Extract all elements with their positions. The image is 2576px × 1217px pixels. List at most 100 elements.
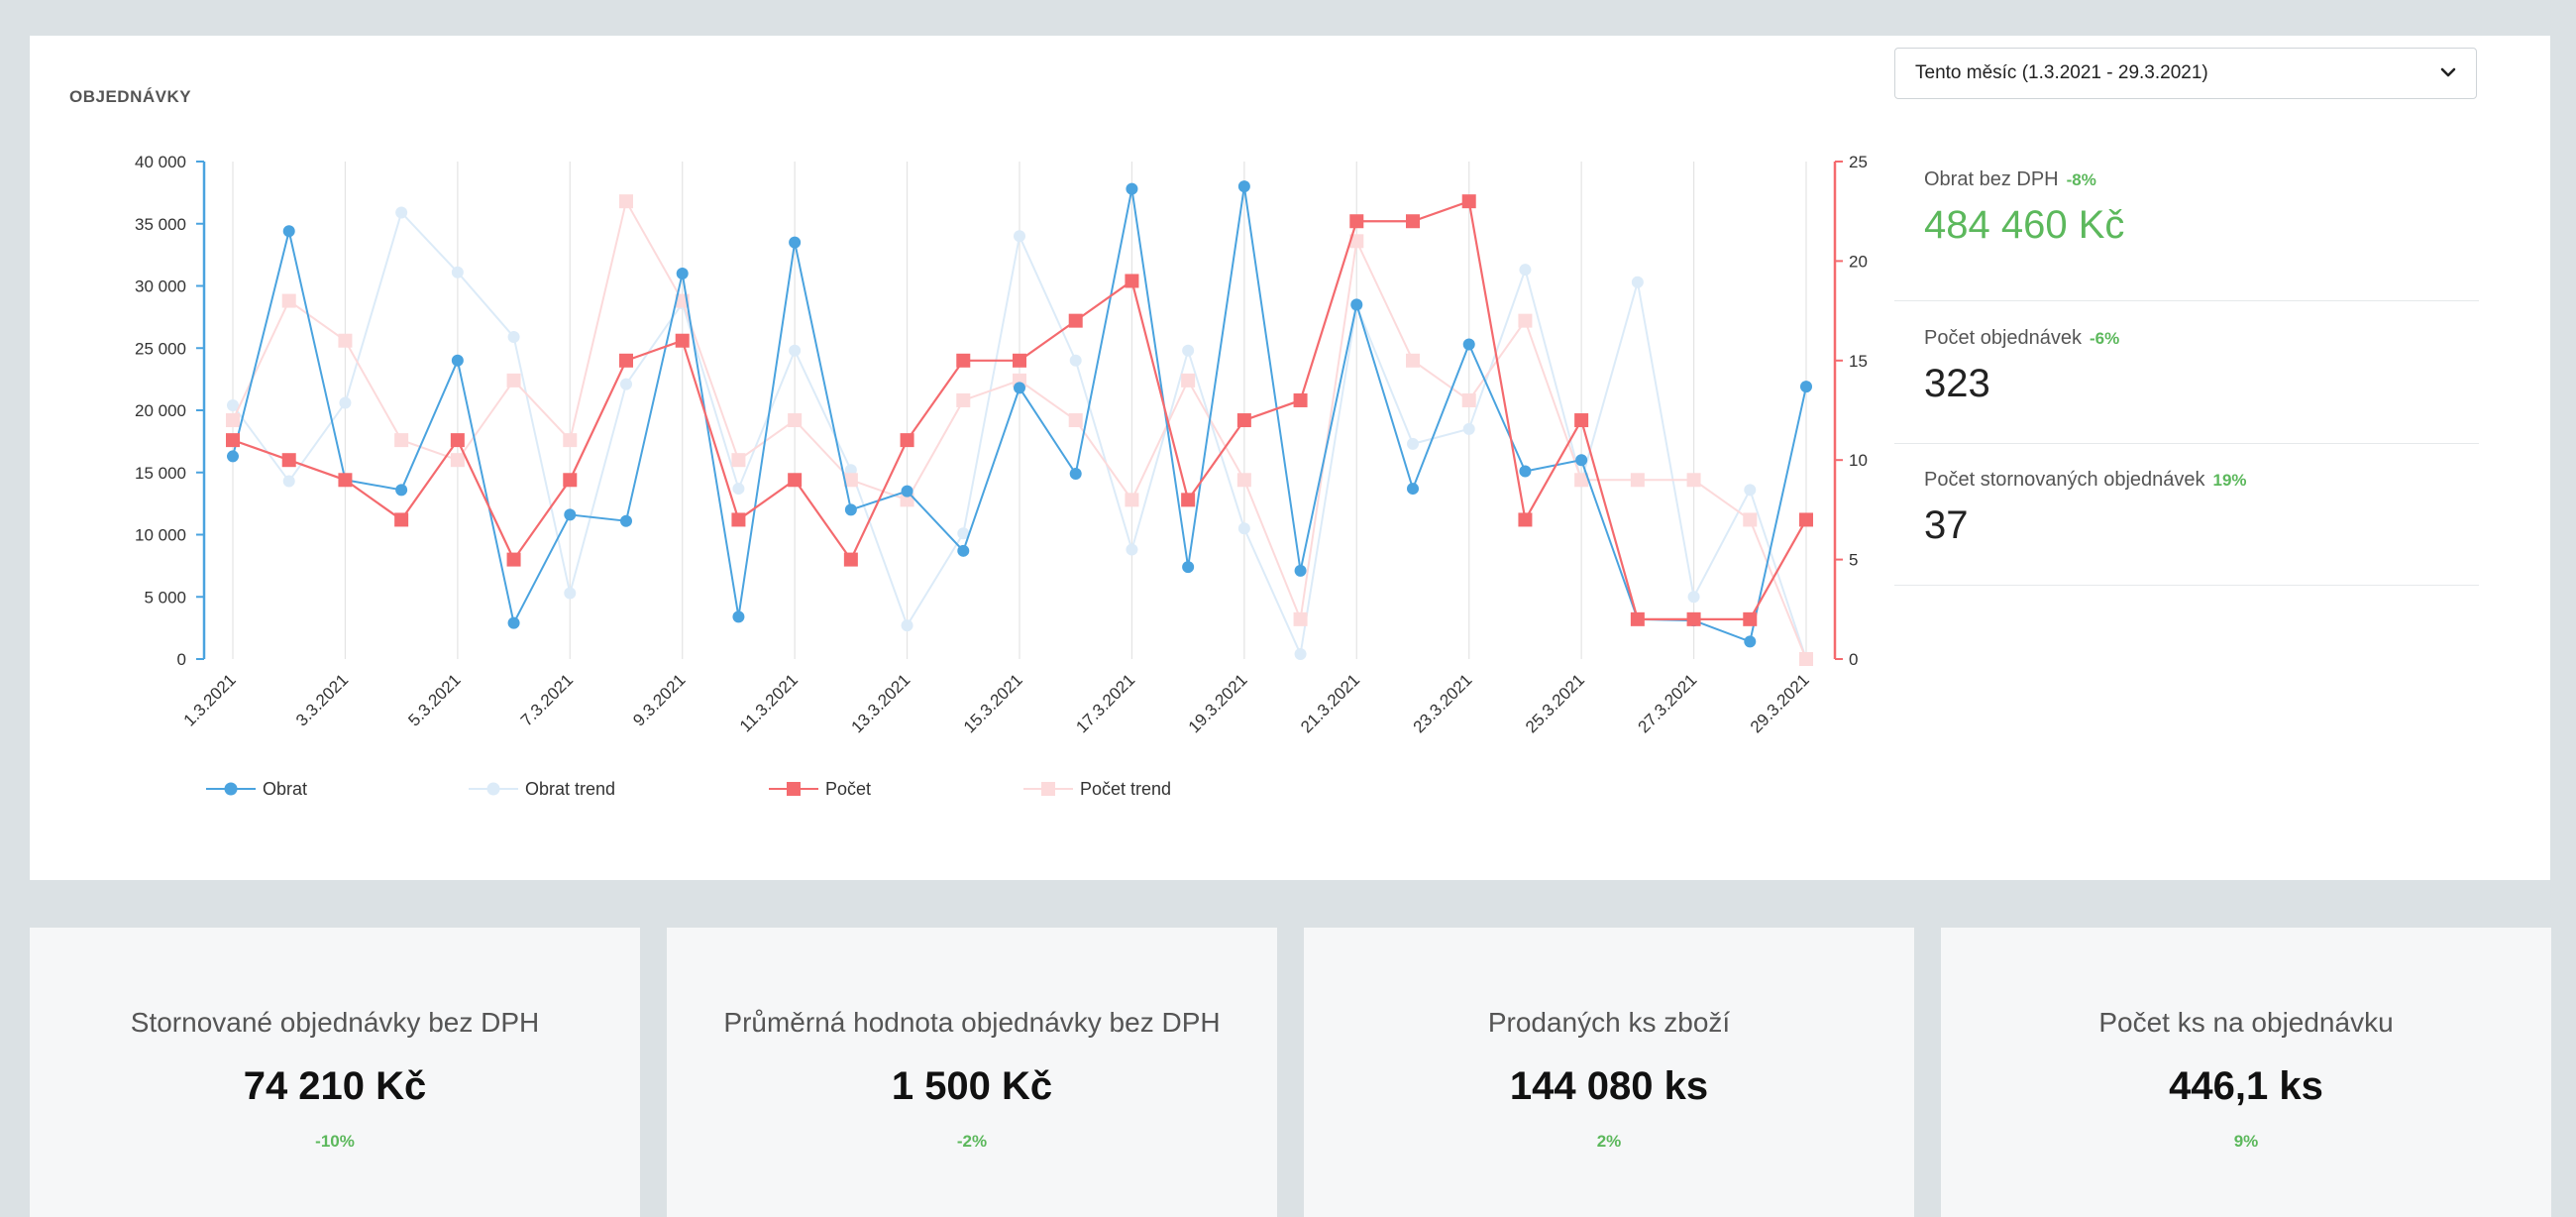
data-point — [1406, 214, 1420, 229]
data-point — [1182, 561, 1195, 574]
kpi-card-avg-order: Průměrná hodnota objednávky bez DPH 1 50… — [667, 928, 1277, 1217]
kpi-card-items-per-order: Počet ks na objednávku 446,1 ks 9% — [1941, 928, 2551, 1217]
y-tick-label-left: 25 000 — [135, 339, 186, 358]
stat-value: 484 460 Kč — [1924, 203, 2125, 247]
x-tick-label: 11.3.2021 — [736, 670, 802, 735]
kpi-value: 1 500 Kč — [891, 1064, 1053, 1108]
y-tick-label-left: 30 000 — [135, 277, 186, 296]
data-point — [1126, 543, 1138, 556]
orders-chart: 0 5 000 10 000 15 000 20 000 25 000 30 000 35 0… — [135, 153, 1868, 799]
data-point — [1744, 635, 1757, 648]
data-point — [1126, 182, 1138, 195]
stat-value: 323 — [1924, 362, 1990, 405]
data-point — [1575, 454, 1588, 467]
data-point — [1125, 493, 1139, 507]
x-tick-label: 5.3.2021 — [404, 670, 464, 729]
stat-cancelled-count: Počet stornovaných objednávek 19% 37 — [1894, 469, 2479, 586]
data-point — [1349, 214, 1364, 229]
x-tick-label: 27.3.2021 — [1634, 670, 1700, 736]
data-point — [281, 453, 296, 468]
data-point — [226, 433, 240, 448]
data-point — [1800, 381, 1812, 393]
data-point — [676, 267, 689, 279]
legend-marker — [224, 782, 238, 796]
stat-revenue: Obrat bez DPH -8% 484 460 Kč — [1894, 168, 2479, 301]
legend-marker — [486, 782, 500, 796]
y-tick-label-right: 15 — [1849, 352, 1868, 371]
data-point — [1013, 353, 1026, 368]
x-tick-label: 21.3.2021 — [1297, 670, 1363, 736]
data-point — [956, 353, 971, 368]
data-point — [901, 485, 913, 498]
data-point — [1407, 437, 1419, 450]
data-point — [227, 450, 239, 463]
data-point — [1461, 392, 1476, 407]
kpi-label: Prodaných ks zboží — [1487, 1007, 1731, 1038]
data-point — [1406, 353, 1420, 368]
kpi-card-items-sold: Prodaných ks zboží 144 080 ks 2% — [1304, 928, 1914, 1217]
period-select-value: Tento měsíc (1.3.2021 - 29.3.2021) — [1915, 62, 2208, 83]
data-point — [1068, 313, 1083, 328]
x-tick-label: 25.3.2021 — [1522, 670, 1588, 736]
stat-value: 37 — [1924, 503, 1969, 547]
data-point — [843, 473, 858, 488]
data-point — [1069, 354, 1082, 367]
data-point — [1799, 512, 1813, 527]
y-tick-label-left: 0 — [177, 650, 186, 669]
data-point — [451, 354, 464, 367]
data-point — [1294, 647, 1307, 660]
data-point — [1631, 276, 1644, 288]
y-tick-label-right: 10 — [1849, 451, 1868, 470]
data-point — [901, 619, 913, 632]
data-point — [732, 483, 745, 496]
data-point — [1293, 392, 1308, 407]
data-point — [844, 464, 857, 477]
data-point — [900, 493, 914, 507]
data-point — [619, 194, 633, 209]
kpi-label: Stornované objednávky bez DPH — [130, 1007, 540, 1038]
y-tick-label-left: 40 000 — [135, 153, 186, 171]
data-point — [1349, 234, 1364, 249]
data-point — [282, 225, 295, 238]
stat-label: Počet objednávek — [1924, 327, 2083, 349]
data-point — [1630, 611, 1645, 626]
period-select[interactable]: Tento měsíc (1.3.2021 - 29.3.2021) — [1894, 48, 2477, 99]
data-point — [1686, 611, 1701, 626]
data-point — [507, 616, 520, 629]
legend-label: Počet trend — [1080, 779, 1171, 799]
section-title: OBJEDNÁVKY — [69, 87, 192, 106]
data-point — [1462, 338, 1475, 351]
y-tick-label-left: 20 000 — [135, 401, 186, 420]
data-point — [506, 373, 521, 387]
data-point — [1687, 591, 1700, 604]
y-tick-label-left: 35 000 — [135, 215, 186, 234]
chevron-down-icon — [2440, 67, 2456, 77]
y-tick-label-left: 15 000 — [135, 464, 186, 483]
data-point — [1407, 483, 1419, 496]
data-point — [1181, 493, 1196, 507]
data-point — [1014, 382, 1025, 394]
data-point — [788, 473, 803, 488]
data-point — [1125, 274, 1139, 288]
x-tick-label: 13.3.2021 — [847, 670, 913, 736]
stat-change: -6% — [2090, 329, 2120, 348]
data-point — [450, 453, 465, 468]
data-point — [675, 333, 690, 348]
legend-label: Obrat — [263, 779, 307, 799]
y-tick-label-left: 10 000 — [135, 526, 186, 545]
data-point — [957, 527, 970, 540]
data-point — [789, 236, 802, 249]
x-tick-label: 19.3.2021 — [1185, 670, 1251, 736]
x-tick-label: 1.3.2021 — [180, 670, 240, 729]
data-point — [1461, 194, 1476, 209]
data-point — [507, 330, 520, 343]
y-tick-label-right: 0 — [1849, 650, 1858, 669]
data-point — [1799, 652, 1813, 666]
data-point — [619, 353, 633, 368]
data-point — [338, 473, 353, 488]
kpi-card-cancelled-value: Stornované objednávky bez DPH 74 210 Kč … — [30, 928, 640, 1217]
data-point — [1574, 413, 1589, 428]
data-point — [1519, 465, 1532, 478]
data-point — [900, 433, 914, 448]
data-point — [844, 503, 857, 516]
